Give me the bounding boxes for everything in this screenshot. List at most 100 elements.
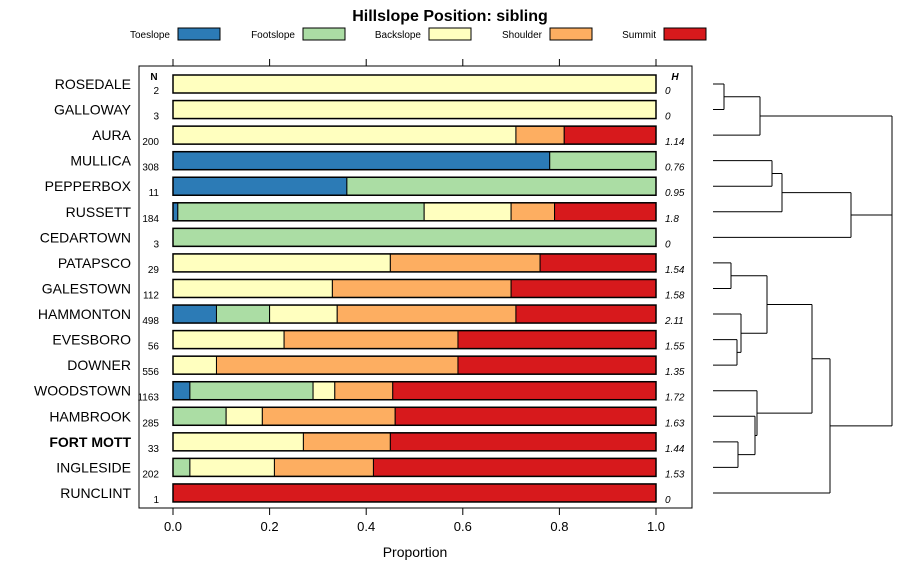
bar-segment-backslope xyxy=(423,202,512,222)
n-value: 33 xyxy=(148,444,160,455)
bar-segment-backslope xyxy=(172,100,657,120)
bar-segment-toeslope xyxy=(172,151,551,171)
bar-segment-shoulder xyxy=(215,355,459,375)
bar-outline xyxy=(172,125,657,145)
bar-row-woodstown xyxy=(172,380,657,401)
row-label-fort-mott: FORT MOTT xyxy=(49,434,131,450)
bar-segment-summit xyxy=(389,432,657,452)
x-tick-label: 0.6 xyxy=(454,519,472,534)
n-value: 11 xyxy=(149,188,160,199)
bar-row-evesboro xyxy=(172,329,657,350)
bar-segment-toeslope xyxy=(172,304,217,324)
bar-outline xyxy=(172,278,657,299)
x-axis-label: Proportion xyxy=(383,544,448,560)
row-label-patapsco: PATAPSCO xyxy=(58,255,131,271)
legend-swatch-footslope xyxy=(302,27,346,41)
row-label-woodstown: WOODSTOWN xyxy=(34,383,131,399)
bar-segment-shoulder xyxy=(302,432,391,452)
x-tick-label: 0.8 xyxy=(550,519,568,534)
legend: Toeslope Footslope Backslope Shoulder Summit xyxy=(130,27,707,41)
bar-segment-backslope xyxy=(172,253,391,273)
h-value: 0.95 xyxy=(665,188,685,199)
n-value: 1 xyxy=(153,495,159,506)
row-label-russett: RUSSETT xyxy=(66,204,132,220)
bar-row-rosedale xyxy=(172,74,657,94)
legend-swatch-backslope xyxy=(428,27,472,41)
bar-segment-backslope xyxy=(172,278,333,298)
row-label-evesboro: EVESBORO xyxy=(52,332,131,348)
n-value: 285 xyxy=(142,418,159,429)
row-label-ingleside: INGLESIDE xyxy=(56,459,131,475)
n-value: 29 xyxy=(148,265,160,276)
bar-segment-shoulder xyxy=(261,406,396,426)
row-labels: ROSEDALE GALLOWAY AURA MULLICA PEPPERBOX RUSS… xyxy=(34,76,132,501)
bar-segment-summit xyxy=(510,278,657,298)
h-value: 2.11 xyxy=(664,316,684,327)
n-value: 200 xyxy=(142,137,159,148)
bars xyxy=(172,74,657,503)
bar-row-russett xyxy=(172,202,657,222)
bar-outline xyxy=(172,355,657,375)
bar-row-downer xyxy=(172,355,657,375)
h-value: 1.63 xyxy=(665,418,685,429)
bar-segment-footslope xyxy=(346,176,657,196)
n-value: 308 xyxy=(142,163,159,174)
x-tick-label: 0.0 xyxy=(164,519,182,534)
row-label-downer: DOWNER xyxy=(67,357,131,373)
bar-segment-footslope xyxy=(172,457,191,477)
bar-segment-summit xyxy=(457,330,657,350)
bar-segment-shoulder xyxy=(515,125,565,145)
bar-segment-backslope xyxy=(172,74,657,94)
bar-segment-footslope xyxy=(172,227,657,247)
bar-outline xyxy=(172,406,657,427)
bar-row-fort-mott xyxy=(172,432,657,452)
bar-row-cedartown xyxy=(172,227,657,248)
bar-segment-summit xyxy=(539,253,657,273)
n-value: 1163 xyxy=(137,393,159,404)
legend-label-toeslope: Toeslope xyxy=(130,30,170,41)
bar-segment-footslope xyxy=(177,202,425,222)
bar-segment-footslope xyxy=(189,381,314,401)
row-label-hammonton: HAMMONTON xyxy=(38,306,131,322)
bar-row-pepperbox xyxy=(172,176,657,196)
bar-row-aura xyxy=(172,125,657,145)
bar-segment-summit xyxy=(554,202,657,222)
bar-outline xyxy=(172,380,657,401)
bar-segment-backslope xyxy=(172,125,517,145)
h-value: 1.14 xyxy=(665,137,685,148)
bar-segment-shoulder xyxy=(331,278,512,298)
bar-segment-backslope xyxy=(172,330,285,350)
bar-segment-backslope xyxy=(225,406,263,426)
bar-segment-summit xyxy=(392,381,657,401)
h-labels: 0 0 1.14 0.76 0.95 1.8 0 1.54 1.58 2.11 1.55 1.35 1.… xyxy=(664,86,685,506)
row-label-mullica: MULLICA xyxy=(70,153,131,169)
n-labels: 2 3 200 308 11 184 3 29 112 498 56 556 1163 285 33 202 1 xyxy=(137,86,159,506)
bar-segment-shoulder xyxy=(283,330,459,350)
row-label-runclint: RUNCLINT xyxy=(60,485,131,501)
row-label-aura: AURA xyxy=(92,127,132,143)
bar-segment-summit xyxy=(457,355,657,375)
bar-segment-backslope xyxy=(172,355,217,375)
h-value: 1.58 xyxy=(665,290,685,301)
row-label-pepperbox: PEPPERBOX xyxy=(45,178,132,194)
bar-outline xyxy=(172,150,657,171)
h-value: 0 xyxy=(665,86,671,97)
h-value: 0 xyxy=(665,239,671,250)
bar-outline xyxy=(172,227,657,248)
h-value: 1.53 xyxy=(665,469,685,480)
x-tick-label: 1.0 xyxy=(647,519,665,534)
legend-swatch-shoulder xyxy=(549,27,593,41)
bar-segment-summit xyxy=(372,457,657,477)
h-value: 0 xyxy=(665,495,671,506)
bar-row-galestown xyxy=(172,278,657,299)
bar-segment-shoulder xyxy=(389,253,541,273)
bar-segment-toeslope xyxy=(172,381,191,401)
h-value: 1.35 xyxy=(665,367,685,378)
x-axis: 0.0 0.2 0.4 0.6 0.8 1.0 xyxy=(164,59,665,534)
h-value: 0 xyxy=(665,112,671,123)
h-value: 1.54 xyxy=(665,265,685,276)
n-value: 556 xyxy=(142,367,159,378)
plot-frame xyxy=(138,65,693,509)
bar-segment-summit xyxy=(172,483,657,503)
bar-row-hammonton xyxy=(172,304,657,324)
